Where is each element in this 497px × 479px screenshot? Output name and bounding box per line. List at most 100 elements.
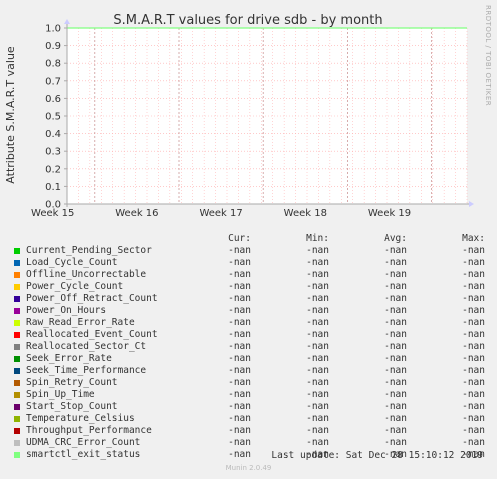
- axes: [64, 19, 474, 207]
- legend-avg-value: -nan: [384, 401, 407, 412]
- legend-swatch: [14, 380, 20, 386]
- legend-swatch: [14, 284, 20, 290]
- legend-row: Temperature_Celsius -nan -nan -nan -nan: [12, 413, 492, 425]
- legend-min-value: -nan: [306, 281, 329, 292]
- legend-min-value: -nan: [306, 317, 329, 328]
- legend-row: Spin_Up_Time -nan -nan -nan -nan: [12, 389, 492, 401]
- x-tick-label: Week 15: [31, 208, 74, 219]
- legend-min-value: -nan: [306, 329, 329, 340]
- legend-min-value: -nan: [306, 437, 329, 448]
- legend-avg-value: -nan: [384, 245, 407, 256]
- legend-swatch: [14, 452, 20, 458]
- legend-cur-value: -nan: [228, 245, 251, 256]
- legend-swatch: [14, 440, 20, 446]
- legend-series-name: Power_Off_Retract_Count: [26, 293, 158, 304]
- legend-avg-value: -nan: [384, 365, 407, 376]
- legend-max-value: -nan: [462, 317, 485, 328]
- legend-avg-value: -nan: [384, 257, 407, 268]
- legend-cur-value: -nan: [228, 365, 251, 376]
- legend-max-value: -nan: [462, 245, 485, 256]
- legend-avg-value: -nan: [384, 413, 407, 424]
- legend-row: Spin_Retry_Count -nan -nan -nan -nan: [12, 377, 492, 389]
- legend-series-name: Reallocated_Sector_Ct: [26, 341, 147, 352]
- x-axis-arrow: [469, 201, 474, 207]
- legend-max-value: -nan: [462, 305, 485, 316]
- legend-swatch: [14, 320, 20, 326]
- legend-min-value: -nan: [306, 269, 329, 280]
- legend-avg-value: -nan: [384, 353, 407, 364]
- legend-cur-value: -nan: [228, 317, 251, 328]
- legend-swatch: [14, 248, 20, 254]
- legend-min-value: -nan: [306, 389, 329, 400]
- y-tick-label: 0.9: [45, 41, 61, 52]
- legend-series-name: Power_Cycle_Count: [26, 281, 124, 292]
- legend-series-name: Raw_Read_Error_Rate: [26, 317, 135, 328]
- legend-min-value: -nan: [306, 257, 329, 268]
- legend-cur-value: -nan: [228, 389, 251, 400]
- legend-max-value: -nan: [462, 449, 485, 460]
- legend-max-value: -nan: [462, 353, 485, 364]
- legend-cur-value: -nan: [228, 305, 251, 316]
- legend-avg-value: -nan: [384, 281, 407, 292]
- legend-row: Reallocated_Sector_Ct -nan -nan -nan -nan: [12, 341, 492, 353]
- legend-swatch: [14, 332, 20, 338]
- legend-min-value: -nan: [306, 341, 329, 352]
- last-update: Last update: Sat Dec 28 15:10:12 2019: [271, 450, 483, 461]
- legend-swatch: [14, 356, 20, 362]
- legend-avg-value: -nan: [384, 293, 407, 304]
- legend-avg-value: -nan: [384, 329, 407, 340]
- legend-cur-value: -nan: [228, 257, 251, 268]
- legend-min-value: -nan: [306, 305, 329, 316]
- y-ticks: 0.0 0.1 0.2 0.3 0.4 0.5 0.6 0.7 0.8 0.9 1.0: [45, 24, 61, 211]
- legend-series-name: Offline_Uncorrectable: [26, 269, 147, 280]
- legend-row: Current_Pending_Sector -nan -nan -nan -nan: [12, 245, 492, 257]
- legend-row: Reallocated_Event_Count -nan -nan -nan -nan: [12, 329, 492, 341]
- legend-avg-value: -nan: [384, 389, 407, 400]
- legend-max-value: -nan: [462, 293, 485, 304]
- legend-avg-value: -nan: [384, 341, 407, 352]
- x-tick-label: Week 17: [199, 208, 242, 219]
- legend-series-name: Current_Pending_Sector: [26, 245, 152, 256]
- y-tick-label: 0.7: [45, 76, 61, 87]
- legend-cur-value: -nan: [228, 437, 251, 448]
- legend-series-name: smartctl_exit_status: [26, 449, 141, 460]
- legend-min-value: -nan: [306, 353, 329, 364]
- y-tick-label: 0.4: [45, 129, 61, 140]
- legend-max-value: -nan: [462, 413, 485, 424]
- y-tick-label: 0.6: [45, 94, 61, 105]
- legend-avg-value: -nan: [384, 437, 407, 448]
- legend-avg-value: -nan: [384, 377, 407, 388]
- legend-row: Start_Stop_Count -nan -nan -nan -nan: [12, 401, 492, 413]
- legend-header: Cur: Min: Avg: Max:: [12, 233, 492, 245]
- legend-max-value: -nan: [462, 437, 485, 448]
- legend-min-value: -nan: [306, 401, 329, 412]
- legend-swatch: [14, 416, 20, 422]
- legend-series-name: Seek_Time_Performance: [26, 365, 147, 376]
- legend-row: Load_Cycle_Count -nan -nan -nan -nan: [12, 257, 492, 269]
- legend-row: Power_Cycle_Count -nan -nan -nan -nan: [12, 281, 492, 293]
- chart-title: S.M.A.R.T values for drive sdb - by mont…: [113, 13, 382, 28]
- legend-cur-value: -nan: [228, 401, 251, 412]
- x-tick-label: Week 19: [368, 208, 411, 219]
- legend-row: Power_Off_Retract_Count -nan -nan -nan -nan: [12, 293, 492, 305]
- legend-swatch: [14, 308, 20, 314]
- rrdtool-credit: RRDTOOL / TOBI OETIKER: [484, 5, 492, 106]
- legend-row: smartctl_exit_status -nan -nan -nan -nan: [12, 449, 492, 461]
- legend-row: Seek_Time_Performance -nan -nan -nan -nan: [12, 365, 492, 377]
- col-cur-header: Cur:: [228, 233, 251, 244]
- legend-row: Power_On_Hours -nan -nan -nan -nan: [12, 305, 492, 317]
- legend-swatch: [14, 404, 20, 410]
- y-tick-label: 0.5: [45, 112, 61, 123]
- legend-row: Raw_Read_Error_Rate -nan -nan -nan -nan: [12, 317, 492, 329]
- legend-max-value: -nan: [462, 365, 485, 376]
- legend-swatch: [14, 392, 20, 398]
- legend-cur-value: -nan: [228, 329, 251, 340]
- legend-swatch: [14, 272, 20, 278]
- legend-avg-value: -nan: [384, 305, 407, 316]
- legend-min-value: -nan: [306, 413, 329, 424]
- y-axis-label: Attribute S.M.A.R.T value: [4, 46, 17, 184]
- legend-max-value: -nan: [462, 401, 485, 412]
- legend-cur-value: -nan: [228, 293, 251, 304]
- legend-min-value: -nan: [306, 245, 329, 256]
- y-tick-label: 0.0: [45, 200, 61, 211]
